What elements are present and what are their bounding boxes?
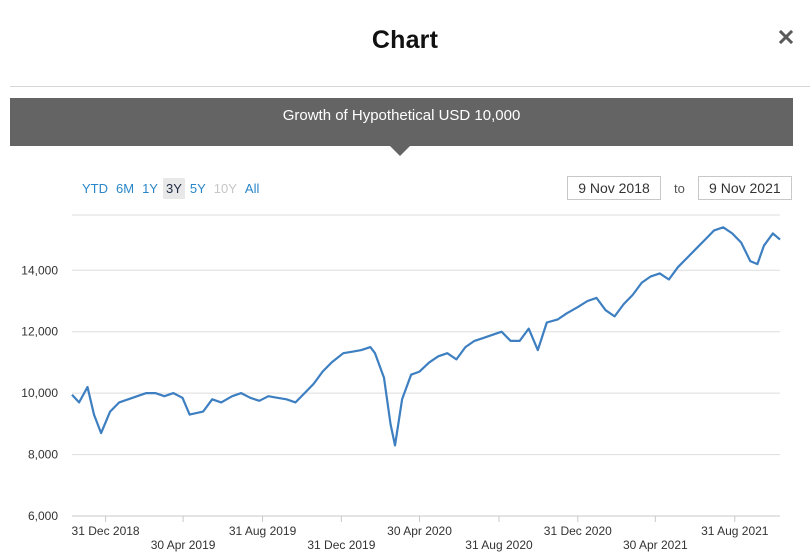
- date-range: to: [567, 176, 792, 200]
- grid: [72, 214, 780, 517]
- x-tick-label: 31 Aug 2021: [701, 524, 769, 538]
- chart-title: Growth of Hypothetical USD 10,000: [282, 107, 521, 124]
- x-tick-label: 30 Apr 2019: [151, 538, 216, 552]
- x-tick-label: 31 Aug 2019: [229, 524, 297, 538]
- x-tick-label: 31 Dec 2018: [72, 524, 140, 538]
- y-tick-label: 10,000: [21, 386, 58, 400]
- close-icon[interactable]: [777, 28, 795, 46]
- date-to-label: to: [674, 180, 685, 196]
- x-tick-label: 31 Aug 2020: [465, 538, 533, 552]
- range-button-1y[interactable]: 1Y: [142, 181, 158, 196]
- range-button-ytd[interactable]: YTD: [82, 181, 108, 196]
- y-tick-label: 12,000: [21, 325, 58, 339]
- header-pointer: [390, 146, 410, 156]
- range-button-all[interactable]: All: [244, 181, 260, 196]
- x-tick-label: 30 Apr 2021: [623, 538, 688, 552]
- series: [71, 226, 781, 447]
- range-selector: YTD 6M 1Y 3Y 5Y 10Y All: [79, 178, 262, 199]
- date-from-input[interactable]: [567, 176, 661, 200]
- y-tick-label: 14,000: [21, 263, 58, 277]
- range-button-10y: 10Y: [213, 181, 237, 196]
- x-tick-label: 31 Dec 2019: [307, 538, 375, 552]
- y-tick-label: 8,000: [28, 448, 58, 462]
- series-line: [71, 226, 781, 447]
- title-divider: [10, 86, 810, 87]
- x-tick-label: 31 Dec 2020: [544, 524, 612, 538]
- range-button-6m[interactable]: 6M: [116, 181, 135, 196]
- x-tick-label: 30 Apr 2020: [387, 524, 452, 538]
- y-tick-label: 6,000: [28, 509, 58, 523]
- date-to-input[interactable]: [697, 176, 792, 200]
- x-axis: 31 Dec 2018 30 Apr 2019 31 Aug 2019 31 Dec …: [72, 516, 769, 552]
- y-axis: 6,000 8,000 10,000 12,000 14,000: [21, 263, 58, 523]
- range-button-3y[interactable]: 3Y: [162, 178, 185, 199]
- chart-header: Growth of Hypothetical USD 10,000: [10, 98, 793, 146]
- range-button-5y[interactable]: 5Y: [189, 181, 206, 196]
- modal-title: Chart: [371, 26, 439, 54]
